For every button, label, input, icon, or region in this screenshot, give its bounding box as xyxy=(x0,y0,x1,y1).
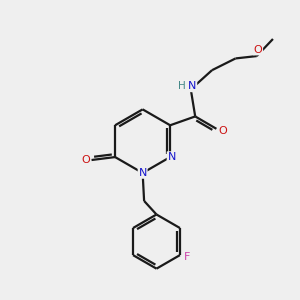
Text: F: F xyxy=(184,252,190,262)
Text: H: H xyxy=(178,81,186,92)
Text: N: N xyxy=(139,168,147,178)
Text: O: O xyxy=(254,45,262,55)
Text: N: N xyxy=(188,81,196,92)
Text: O: O xyxy=(218,126,227,136)
Text: O: O xyxy=(81,155,90,165)
Text: N: N xyxy=(167,152,176,162)
